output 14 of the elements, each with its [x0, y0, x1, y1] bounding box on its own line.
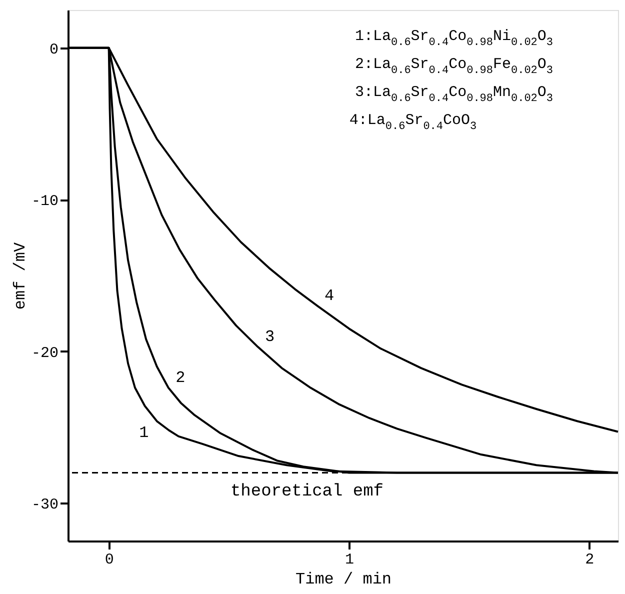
ref-line-label: theoretical emf	[230, 482, 384, 502]
x-axis-title: Time / min	[295, 570, 392, 588]
x-tick-label: 2	[585, 552, 594, 568]
series-label: 2	[176, 368, 186, 387]
series-label: 4	[324, 286, 334, 305]
y-tick-label: -30	[31, 496, 58, 514]
y-tick-label: -10	[31, 193, 58, 210]
y-tick-label: 0	[49, 41, 58, 58]
x-tick-label: 1	[344, 552, 354, 568]
x-tick-label: 0	[104, 552, 114, 568]
series-label: 1	[139, 424, 149, 442]
y-tick-label: -20	[31, 344, 58, 362]
series-label: 3	[264, 328, 275, 346]
y-axis-title: emf /mV	[11, 242, 30, 310]
